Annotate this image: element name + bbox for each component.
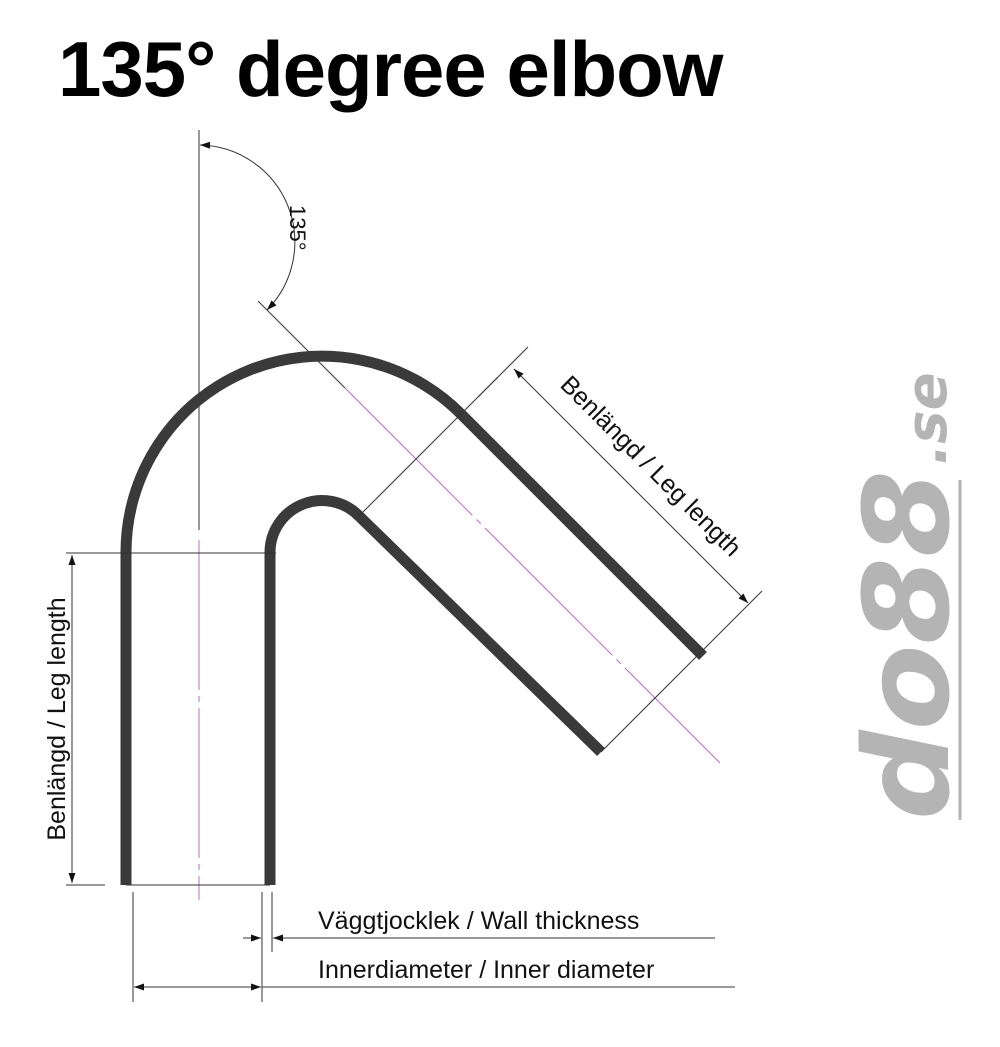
angle-label: 135° xyxy=(285,205,310,251)
bend-end-line xyxy=(358,376,499,517)
pipe-end-line-diagonal xyxy=(600,640,713,753)
angle-reference-line xyxy=(257,300,346,389)
extension-line xyxy=(711,590,763,642)
diagonal-centerline xyxy=(344,387,721,764)
leg-length-dimension-diagonal xyxy=(513,368,749,604)
leg-length-label-vertical: Benlängd / Leg length xyxy=(43,597,71,840)
do88-logo: do88 .se xyxy=(838,372,976,820)
extension-line xyxy=(477,346,529,398)
pipe-outer-wall xyxy=(120,350,707,885)
pipe-inner-wall xyxy=(264,495,605,885)
page-title: 135° degree elbow xyxy=(58,25,723,113)
angle-arc xyxy=(199,141,296,311)
inner-diameter-label: Innerdiameter / Inner diameter xyxy=(318,956,654,984)
logo-suffix: .se xyxy=(895,372,960,465)
wall-thickness-label: Väggtjocklek / Wall thickness xyxy=(318,907,639,935)
logo-main: do88 xyxy=(838,470,976,820)
